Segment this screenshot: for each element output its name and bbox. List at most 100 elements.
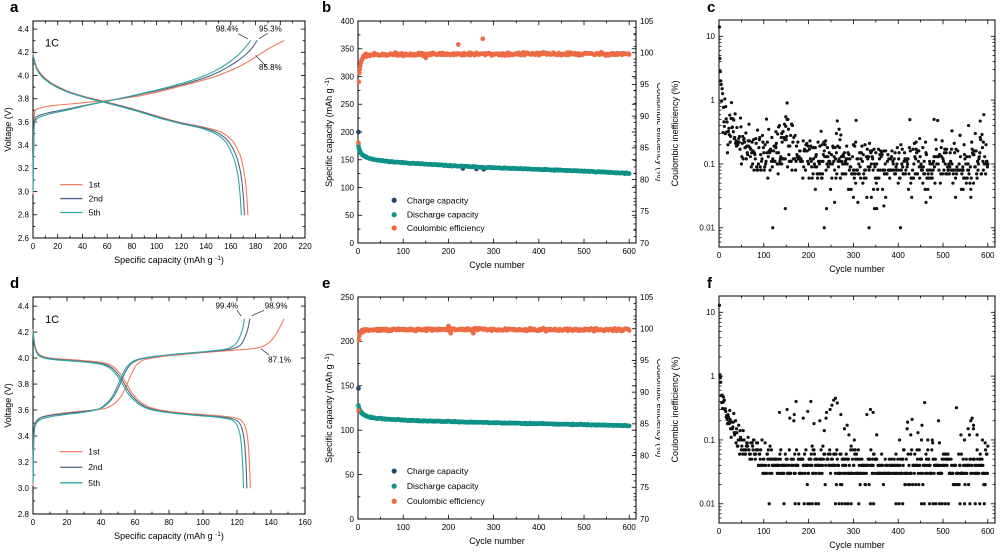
legend: 1st 2nd 5th xyxy=(60,180,103,217)
y-tick-label: 10 xyxy=(706,308,715,317)
y-axis-label: Specific capacity (mAh g -1) xyxy=(324,353,334,463)
y2-tick-label: 85 xyxy=(640,144,649,153)
annotation-leader xyxy=(251,309,265,317)
annotation-leader xyxy=(259,32,269,39)
x-tick-label: 220 xyxy=(298,242,312,251)
y-tick-label: 1 xyxy=(711,372,716,381)
series-discharge xyxy=(356,403,632,429)
curve-discharge-1st xyxy=(32,328,251,489)
x-tick-label: 300 xyxy=(487,247,501,256)
curve-charge-2nd xyxy=(32,40,258,190)
x-tick-label: 600 xyxy=(981,527,995,536)
annotation-label: 85.8% xyxy=(259,63,282,72)
series-inefficiency xyxy=(717,303,990,506)
x-tick-label: 300 xyxy=(847,527,861,536)
plot-frame xyxy=(718,295,996,524)
legend-dot-sample xyxy=(391,498,397,504)
plot-frame xyxy=(32,296,306,515)
legend-label: Charge capacity xyxy=(407,195,469,205)
axis-titles: Specific capacity (mAh g -1) Voltage (V) xyxy=(3,383,224,541)
panel-letter-c: c xyxy=(707,0,716,16)
panel-a-plot: 0 20 40 60 80 100 120 140 160 180 200 220 2.6 2.8 3.0 3… xyxy=(3,20,312,265)
x-tick-label: 60 xyxy=(103,242,112,251)
condition-label: 1C xyxy=(45,37,59,49)
x-tick-label: 80 xyxy=(127,242,136,251)
axis-titles: Specific capacity (mAh g -1) Voltage (V) xyxy=(3,107,224,265)
x-tick-label: 400 xyxy=(532,247,546,256)
y-tick-label: 200 xyxy=(341,337,355,346)
curve-charge-5th xyxy=(32,40,252,193)
curve-charge-1st xyxy=(32,40,285,195)
legend-label: 1st xyxy=(89,180,101,190)
ce-outlier xyxy=(448,330,454,336)
ticks xyxy=(32,297,306,515)
y-tick-label: 2.6 xyxy=(18,234,30,243)
y-axis-label: Specific capacity (mAh g -1) xyxy=(324,77,334,187)
y-tick-label: 0 xyxy=(350,239,355,248)
panel-letter-d: d xyxy=(10,275,20,292)
x-tick-label: 400 xyxy=(892,251,906,260)
x-tick-label: 500 xyxy=(577,523,591,532)
x-tick-label: 100 xyxy=(757,251,771,260)
y2-axis-label: Coulombic efficiency (%) xyxy=(655,359,660,458)
legend-dot-sample xyxy=(391,483,397,489)
y-tick-label: 4.4 xyxy=(18,302,30,311)
x-tick-label: 160 xyxy=(224,242,238,251)
y-tick-label: 3.2 xyxy=(18,458,30,467)
y-tick-label: 3.6 xyxy=(18,118,30,127)
x-tick-label: 0 xyxy=(31,518,36,527)
chart: 0 20 40 60 80 100 120 140 160 2.8 3.0 3.2 3.4 3.6 3.8 4… xyxy=(3,296,312,541)
annotation-label: 98.9% xyxy=(265,301,288,310)
x-tick-label: 60 xyxy=(131,518,140,527)
y-tick-label: 100 xyxy=(341,183,355,192)
legend-dot-sample xyxy=(391,225,397,231)
panel-letter-b: b xyxy=(322,0,332,16)
curve-charge-1st xyxy=(32,318,285,486)
curve-discharge-2nd xyxy=(32,54,245,216)
x-tick-label: 200 xyxy=(274,242,288,251)
legend-dot-sample xyxy=(391,212,397,218)
legend: Charge capacity Discharge capacity Coulomb… xyxy=(391,466,485,506)
y2-tick-label: 105 xyxy=(640,293,654,302)
legend-label: 5th xyxy=(88,478,100,488)
y-tick-label: 4.2 xyxy=(18,48,30,57)
y-axis-label: Coulombic inefficiency (%) xyxy=(670,357,680,463)
axes: 0 100 200 300 400 500 600 0 50 100 150 200 250 300 350… xyxy=(324,17,660,270)
y-tick-label: 300 xyxy=(341,72,355,81)
panel-e: e 0 100 200 300 400 500 600 0 50 100 150 200 250 70 75… xyxy=(318,276,660,552)
x-tick-label: 100 xyxy=(397,523,411,532)
annotation-label: 99.4% xyxy=(215,301,238,310)
panel-c-plot: 0 100 200 300 400 500 600 0.01 0.1 1 10 Cycle numbe… xyxy=(670,19,996,274)
y-tick-label: 3.6 xyxy=(18,406,30,415)
charge-first-point xyxy=(356,386,361,391)
x-tick-label: 200 xyxy=(802,251,816,260)
y2-tick-label: 70 xyxy=(640,515,649,524)
chart: 0 100 200 300 400 500 600 0.01 0.1 1 10 Cycle numbe… xyxy=(670,295,996,550)
y-tick-label: 0.01 xyxy=(699,224,715,233)
y2-tick-label: 80 xyxy=(640,451,649,460)
panel-letter-a: a xyxy=(10,0,19,16)
x-axis-label: Cycle number xyxy=(829,264,885,274)
y2-tick-label: 100 xyxy=(640,325,654,334)
x-tick-label: 200 xyxy=(442,247,456,256)
chart: 0 20 40 60 80 100 120 140 160 180 200 220 2.6 2.8 3.0 3… xyxy=(3,20,312,265)
ce-outlier xyxy=(446,323,451,329)
x-tick-label: 120 xyxy=(175,242,189,251)
x-axis-label: Cycle number xyxy=(469,260,525,270)
y2-axis-label: Coulombic efficiency (%) xyxy=(655,83,660,182)
y2-tick-label: 90 xyxy=(640,388,649,397)
annotation-leader xyxy=(238,33,249,40)
x-tick-label: 180 xyxy=(249,242,263,251)
y-axis-label: Voltage (V) xyxy=(3,383,13,428)
y-tick-label: 4.0 xyxy=(18,71,30,80)
ticks xyxy=(718,296,995,523)
y-tick-label: 0.1 xyxy=(704,160,716,169)
annotation-leader xyxy=(255,54,267,68)
x-tick-label: 300 xyxy=(487,523,501,532)
y2-tick-label: 75 xyxy=(640,483,649,492)
axis-titles: Cycle number Specific capacity (mAh g -1)… xyxy=(324,77,660,270)
curve-discharge-2nd xyxy=(32,330,248,489)
ticks xyxy=(32,21,306,239)
x-tick-label: 400 xyxy=(532,523,546,532)
legend-dot-sample xyxy=(391,468,397,474)
